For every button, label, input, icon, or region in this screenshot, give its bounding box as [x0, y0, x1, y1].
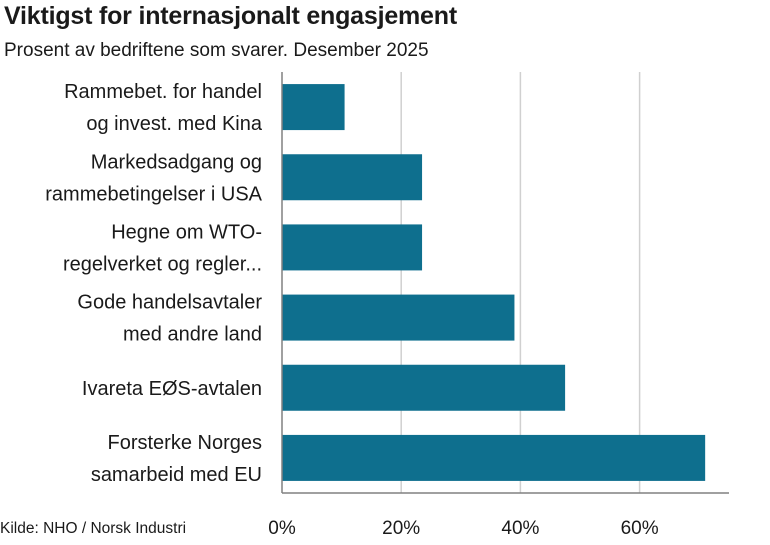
category-label-line: Hegne om WTO-	[111, 221, 262, 243]
bar-0	[282, 84, 345, 131]
bar-4	[282, 364, 566, 411]
category-label-line: Gode handelsavtaler	[77, 292, 262, 314]
category-label-0: Rammebet. for handel og invest. med Kina	[64, 81, 263, 135]
bar-3	[282, 294, 515, 341]
category-label-line: Markedsadgang og	[91, 151, 262, 173]
bar-1	[282, 154, 423, 201]
category-label-4: Ivareta EØS-avtalen	[82, 378, 262, 400]
x-tick-label-2: 40%	[501, 518, 539, 539]
source-note: Kilde: NHO / Norsk Industri	[0, 520, 187, 537]
category-label-line: rammebetingelser i USA	[45, 183, 262, 205]
category-label-line: Rammebet. for handel	[64, 81, 262, 103]
x-tick-label-3: 60%	[621, 518, 659, 539]
bar-2	[282, 224, 423, 271]
category-label-line: regelverket og regler...	[63, 253, 262, 275]
category-label-line: samarbeid med EU	[91, 464, 262, 486]
chart-title: Viktigst for internasjonalt engasjement	[4, 2, 457, 30]
category-label-2: Hegne om WTO-regelverket og regler...	[63, 221, 262, 275]
chart-subtitle: Prosent av bedriftene som svarer. Desemb…	[4, 40, 429, 61]
category-label-line: Forsterke Norges	[108, 432, 263, 454]
category-label-line: og invest. med Kina	[86, 113, 263, 135]
category-label-line: med andre land	[123, 324, 262, 346]
x-tick-label-1: 20%	[382, 518, 420, 539]
category-label-line: Ivareta EØS-avtalen	[82, 378, 262, 400]
x-tick-label-0: 0%	[268, 518, 296, 539]
category-label-3: Gode handelsavtaler med andre land	[77, 292, 262, 346]
category-label-1: Markedsadgang og rammebetingelser i USA	[45, 151, 262, 205]
category-label-5: Forsterke Norges samarbeid med EU	[91, 432, 262, 486]
bar-5	[282, 434, 706, 481]
